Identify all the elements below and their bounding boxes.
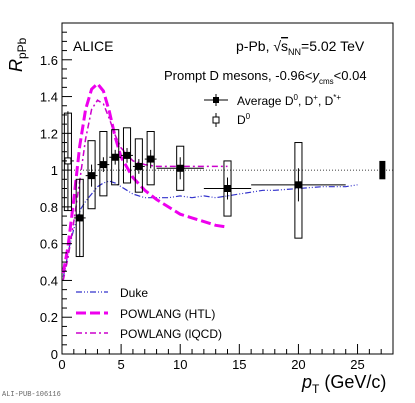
data-point-average: [147, 155, 155, 163]
x-tick-label: 25: [350, 357, 364, 372]
model-curve-powlang-lqcd: [62, 99, 228, 281]
x-tick-label: 10: [173, 357, 187, 372]
y-tick-label: 1.4: [40, 90, 58, 105]
data-point-average: [135, 162, 143, 170]
y-tick-label: 1: [51, 163, 58, 178]
selection-label: Prompt D mesons, -0.96<ycms<0.04: [164, 68, 367, 86]
systematic-box: [99, 130, 108, 197]
data-point-average: [294, 181, 302, 189]
x-tick-label: 20: [291, 357, 305, 372]
legend-label-powlang-htl: POWLANG (HTL): [120, 307, 215, 321]
legend-entry-duke: Duke: [76, 286, 148, 300]
systematic-box: [146, 130, 155, 186]
x-axis-title: pT (GeV/c): [301, 372, 386, 396]
y-tick-label: 1.2: [40, 126, 58, 141]
model-curve-powlang-htl: [61, 81, 228, 274]
legend-label-average: Average D0, D+, D*+: [237, 93, 341, 108]
legend-entry-average: Average D0, D+, D*+: [204, 93, 341, 108]
y-tick-label: 1.6: [40, 53, 58, 68]
y-tick-label: 0.2: [40, 310, 58, 325]
y-tick-label: 0.6: [40, 237, 58, 252]
data-point-average: [176, 164, 184, 172]
systematic-box: [87, 140, 96, 210]
x-tick-label: 5: [117, 357, 124, 372]
experiment-label: ALICE: [73, 38, 113, 54]
legend-entry-powlang-htl: POWLANG (HTL): [76, 307, 215, 321]
data-points: [62, 111, 346, 258]
systematic-box: [134, 138, 143, 193]
legend-label-powlang-lqcd: POWLANG (lQCD): [120, 327, 222, 341]
data-point-average: [76, 214, 84, 222]
normalization-box: [379, 160, 386, 180]
legend-marker-average: [213, 97, 219, 103]
data-point-average: [224, 185, 231, 192]
data-point-average: [123, 151, 131, 159]
data-point-average: [99, 161, 107, 169]
data-point-average: [88, 172, 96, 180]
publication-id: ALI-PUB-106116: [2, 391, 61, 399]
y-axis-title: RpPb: [6, 37, 29, 72]
y-tick-label: 0.8: [40, 200, 58, 215]
y-tick-label: 0: [51, 347, 58, 362]
legend-entry-d0: D0: [212, 112, 251, 127]
legend-label-d0: D0: [237, 112, 251, 127]
legend-data: Average D0, D+, D*+ D0: [204, 93, 341, 127]
axes: 0 5 10 15 20 25 0 0.2 0.4 0.6 0.8 1 1.2 1.4 1.6: [40, 31, 394, 372]
legend-marker-d0: [212, 116, 220, 124]
x-tick-label: 0: [58, 357, 65, 372]
legend-models: Duke POWLANG (HTL) POWLANG (lQCD): [76, 286, 222, 341]
reference-layer: [62, 160, 393, 180]
data-point-average: [111, 153, 119, 161]
systematic-box: [294, 142, 303, 239]
system-energy-label: p-Pb, √sNN=5.02 TeV: [236, 38, 365, 57]
legend-label-duke: Duke: [120, 286, 148, 300]
x-tick-label: 15: [232, 357, 246, 372]
legend-entry-powlang-lqcd: POWLANG (lQCD): [76, 327, 222, 341]
y-tick-label: 0.4: [40, 273, 58, 288]
